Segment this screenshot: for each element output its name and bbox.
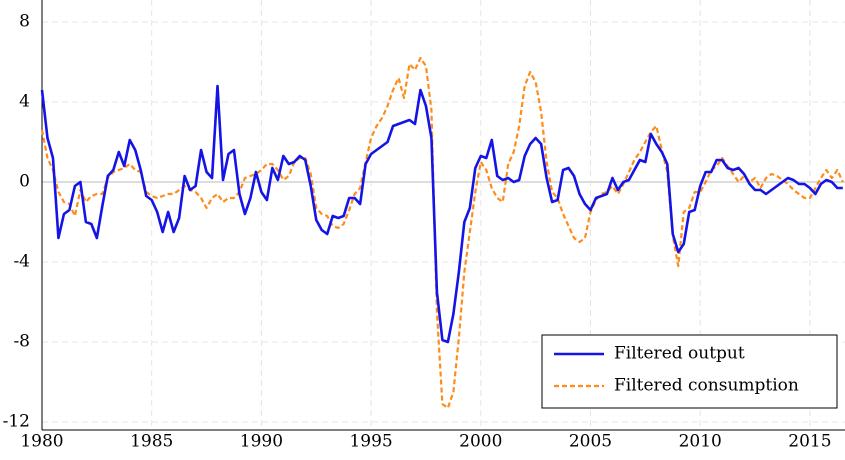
y-tick-label: 4 [19,92,30,112]
y-tick-label: -12 [3,412,30,432]
series-line [40,84,843,344]
series-line [40,56,844,410]
y-tick-label: -4 [13,252,30,272]
y-tick-label: 8 [19,12,30,32]
x-tick-label: 2010 [679,432,722,452]
legend-label: Filtered consumption [614,376,799,396]
y-tick-label: -8 [13,332,30,352]
x-tick-label: 1995 [349,432,392,452]
x-tick-label: 1990 [240,432,283,452]
x-tick-label: 2005 [569,432,612,452]
legend: Filtered output Filtered consumption [541,334,838,409]
x-tick-label: 1980 [20,432,63,452]
x-tick-label: 2000 [459,432,502,452]
x-tick-label: 2015 [788,432,831,452]
x-tick-label: 1985 [130,432,173,452]
legend-label: Filtered output [614,344,745,364]
y-tick-label: 0 [19,172,30,192]
legend-box [541,334,838,409]
